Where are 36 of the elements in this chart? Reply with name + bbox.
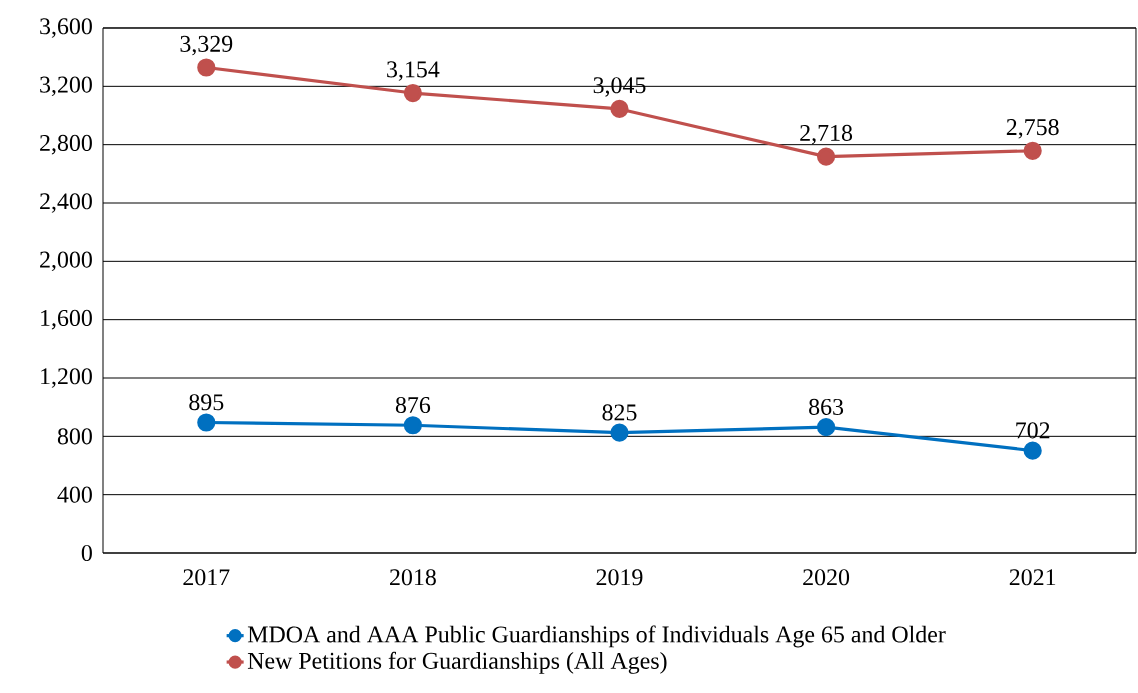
x-tick-label: 2017 [183, 569, 230, 586]
data-label: 702 [1016, 422, 1050, 439]
data-label: 2,758 [1006, 119, 1059, 139]
y-tick-label: 3,600 [40, 18, 92, 38]
y-tick-label: 1,200 [41, 368, 92, 388]
y-tick-label: 0 [81, 544, 92, 562]
x-tick-label: 2019 [596, 569, 643, 586]
data-label: 3,154 [387, 61, 440, 81]
y-tick-label: 800 [57, 428, 92, 445]
legend-label: New Petitions for Guardianships (All Ages) [247, 651, 667, 674]
data-label: 895 [189, 394, 224, 411]
point [610, 99, 629, 119]
point [1023, 141, 1042, 160]
point [610, 423, 629, 442]
point [1023, 441, 1042, 460]
y-tick-label: 2,000 [40, 251, 92, 272]
y-tick-label: 1,600 [41, 309, 92, 330]
y-tick-label: 2,400 [40, 193, 92, 213]
data-label: 863 [809, 398, 844, 415]
point [197, 58, 216, 77]
point [403, 416, 422, 435]
x-tick-label: 2021 [1009, 569, 1056, 586]
y-tick-label: 3,200 [40, 76, 92, 97]
data-label: 3,329 [180, 35, 233, 56]
data-label: 2,718 [800, 124, 853, 145]
y-tick-label: 400 [57, 486, 92, 503]
legend-label: MDOA and AAA Public Guardianships of Individuals Age 65 and Older [247, 625, 946, 648]
point [197, 413, 216, 432]
data-label: 825 [602, 404, 637, 421]
x-tick-label: 2018 [390, 569, 436, 586]
x-tick-label: 2020 [803, 569, 850, 586]
point [403, 83, 422, 103]
point [816, 418, 836, 437]
data-label: 876 [395, 396, 431, 414]
point [816, 147, 836, 166]
y-tick-label: 2,800 [40, 134, 92, 155]
